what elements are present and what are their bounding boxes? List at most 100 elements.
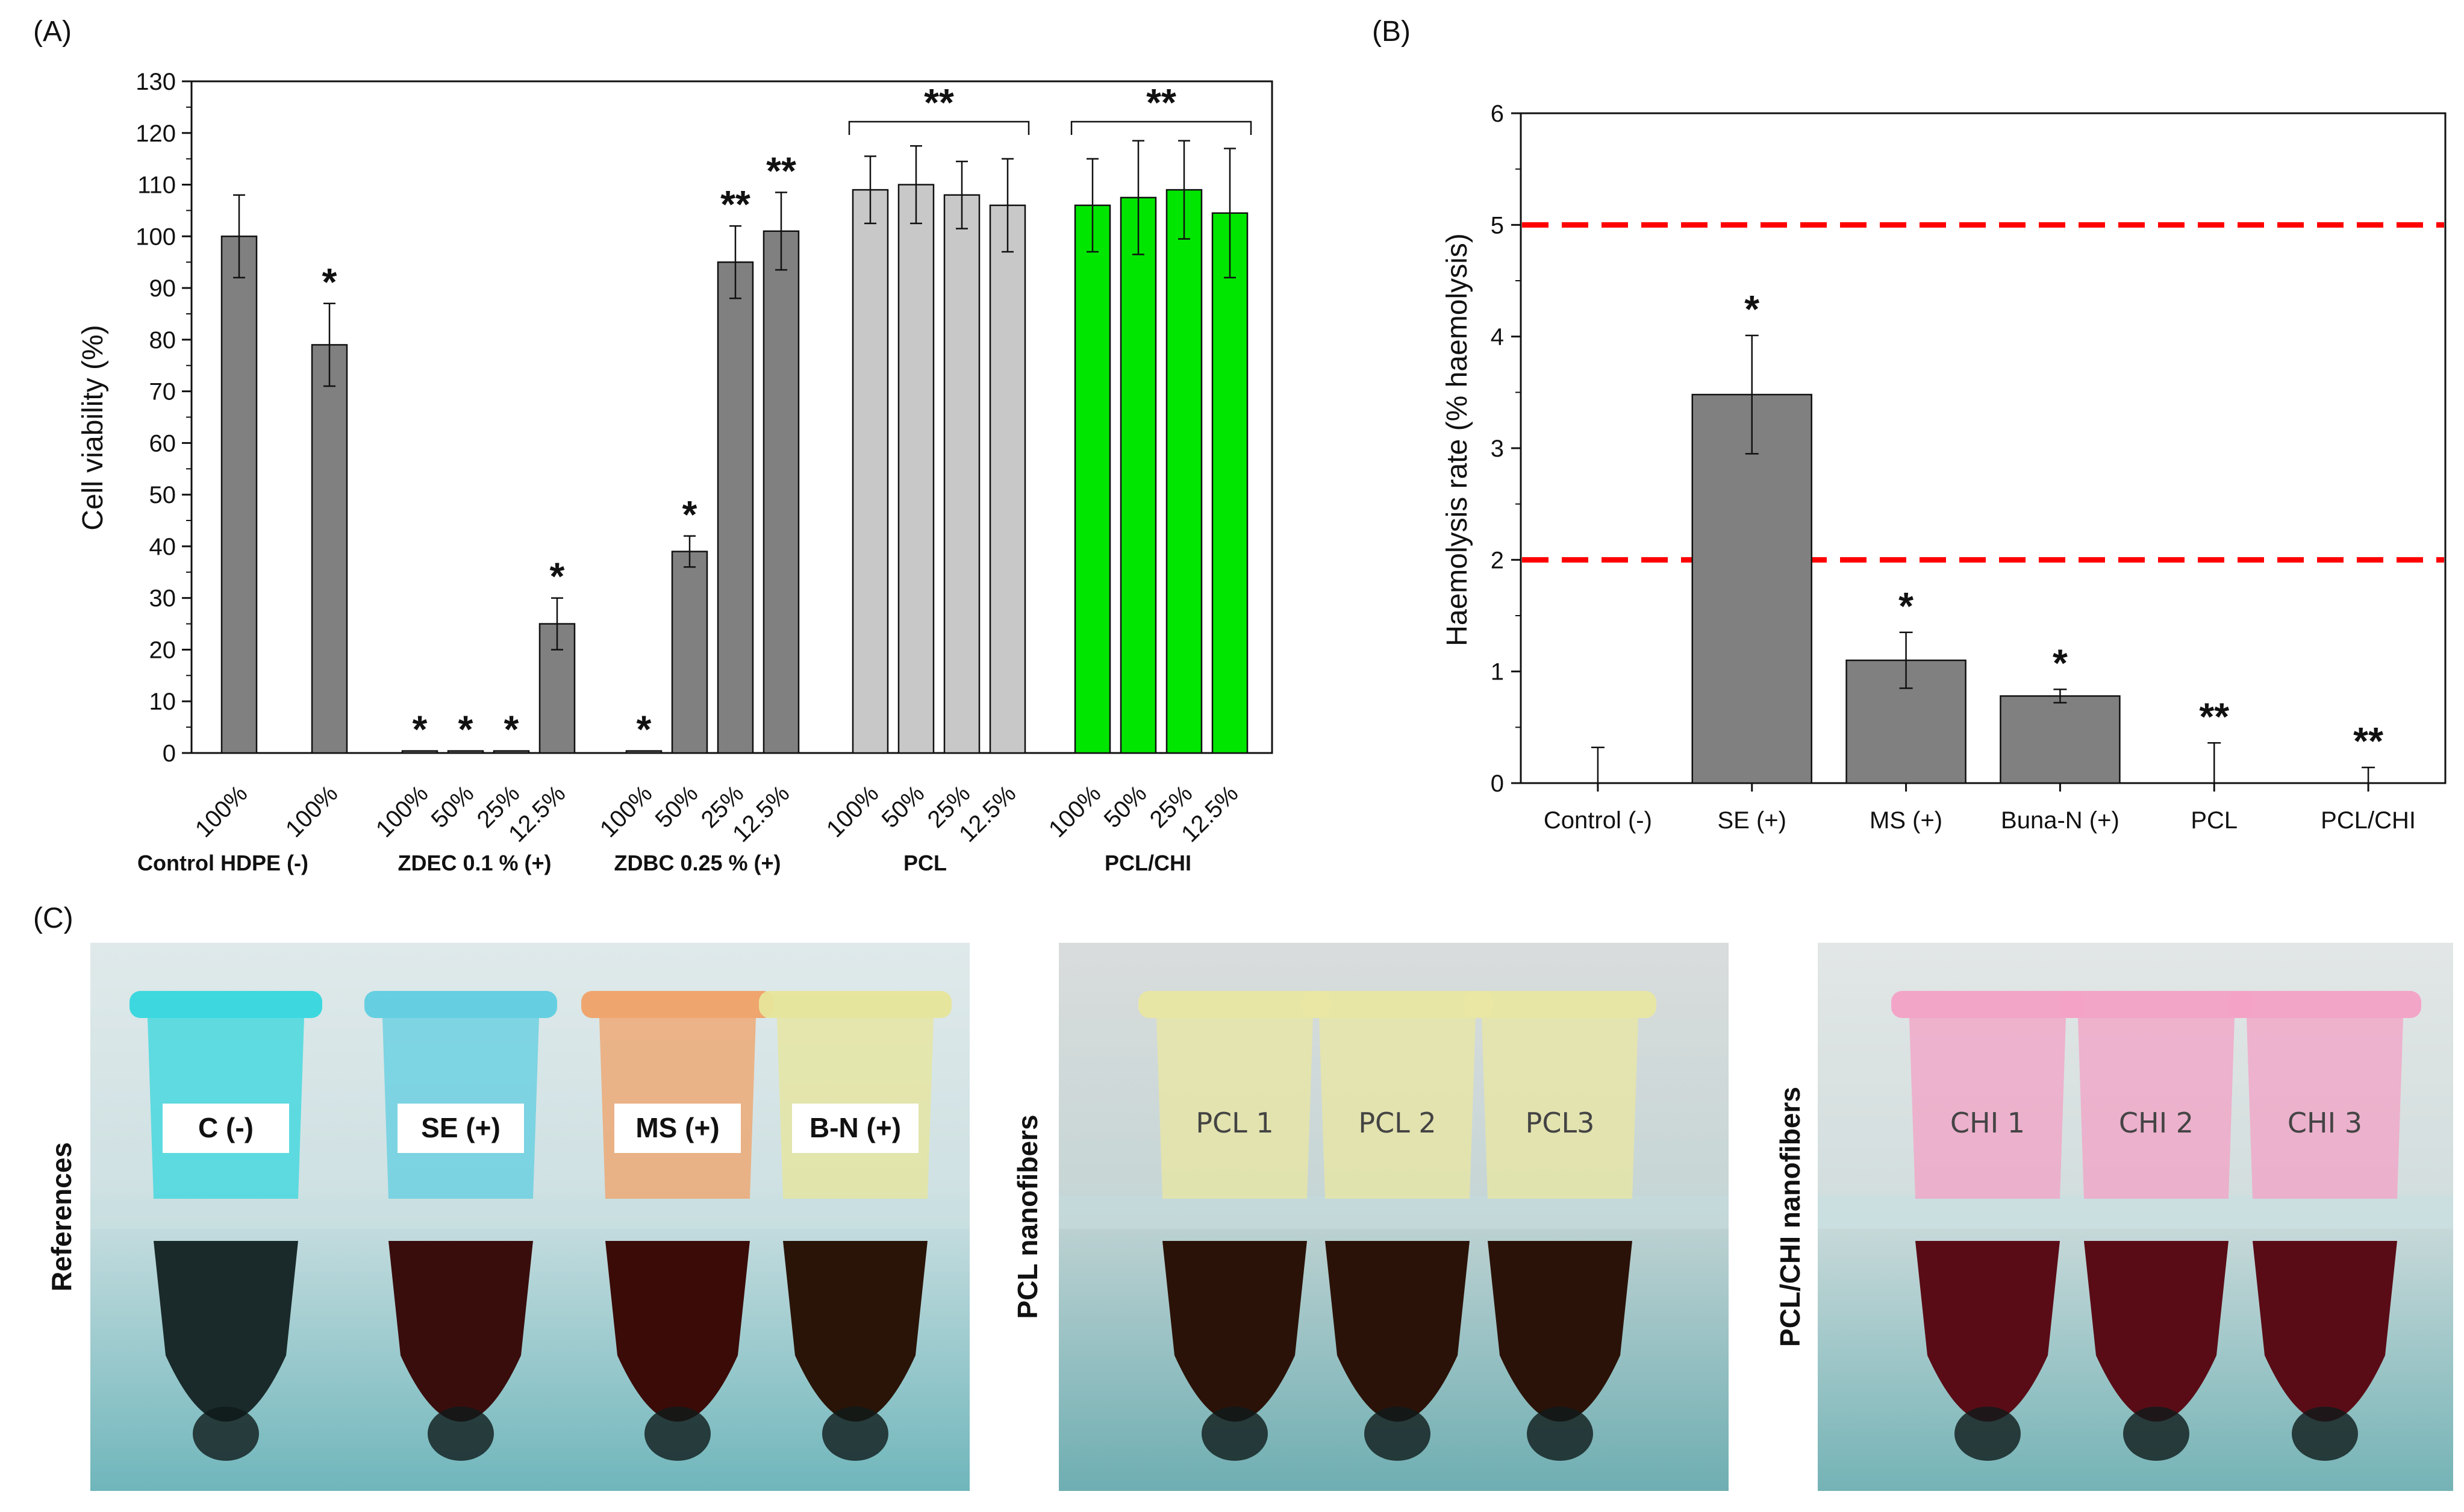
x-tick-label: 100% xyxy=(595,780,657,842)
tube-label: B-N (+) xyxy=(809,1112,901,1143)
photo-pcl-nanofibers: PCL 1 PCL 2 PCL3 xyxy=(1059,943,1729,1491)
y-tick-label: 6 xyxy=(1491,101,1504,127)
bar xyxy=(401,750,438,754)
tube: PCL 1 xyxy=(1138,991,1331,1461)
bar xyxy=(1165,189,1203,754)
y-tick-label: 30 xyxy=(149,586,176,612)
panel-label-b: (B) xyxy=(1372,16,1411,48)
tube: C (-) xyxy=(129,991,322,1461)
tube-handwritten-label: CHI 1 xyxy=(1950,1107,2025,1139)
y-tick-label: 40 xyxy=(149,534,176,560)
photo-references: C (-) SE (+) MS (+) B-N (+) xyxy=(90,943,970,1491)
rack-shelf xyxy=(90,1196,970,1229)
x-tick-label: Control (-) xyxy=(1544,807,1652,834)
y-tick-label: 110 xyxy=(137,172,176,199)
bar xyxy=(311,344,348,754)
significance-bracket xyxy=(848,120,1030,135)
tube-cap-lid xyxy=(2229,991,2421,1018)
tube-label-box xyxy=(614,1104,741,1153)
bracket-significance-marker: ** xyxy=(1146,81,1176,124)
tube: CHI 3 xyxy=(2229,991,2421,1461)
tube-label-box xyxy=(792,1104,919,1153)
bar xyxy=(763,230,800,754)
tube-handwritten-label: PCL 2 xyxy=(1358,1107,1436,1139)
bar xyxy=(1691,393,1812,784)
tube-sediment xyxy=(1364,1407,1430,1461)
x-tick-label: PCL/CHI xyxy=(2321,807,2416,834)
cell-viability-chart: Cell viability (%) 0 10 20 30 40 50 60 70 80 90 10… xyxy=(77,69,1273,875)
x-tick-label: 100% xyxy=(190,780,252,842)
y-tick-label: 0 xyxy=(163,740,176,767)
group-label: ZDEC 0.1 % (+) xyxy=(398,851,551,875)
tube-blood xyxy=(154,1241,298,1422)
tube-cap-lid xyxy=(2060,991,2253,1018)
x-tick-label: Buna-N (+) xyxy=(2001,807,2119,834)
photo-label-pcl: PCL nanofibers xyxy=(1012,1114,1043,1319)
tube-blood xyxy=(2084,1241,2229,1422)
y-tick-label: 4 xyxy=(1491,324,1504,351)
chart-b-plot-frame xyxy=(1520,112,2447,784)
bracket-significance-marker: ** xyxy=(924,81,954,124)
y-tick-label: 20 xyxy=(149,637,176,663)
significance-marker: * xyxy=(682,493,697,536)
rack-shelf xyxy=(1818,1196,2453,1229)
bar xyxy=(943,194,981,754)
bar xyxy=(897,184,935,754)
tube-body-upper xyxy=(2247,1018,2403,1199)
group-label: PCL xyxy=(903,851,947,875)
significance-marker: * xyxy=(504,708,519,751)
y-tick-label: 100 xyxy=(136,223,176,250)
panel-label-c: (C) xyxy=(33,902,73,934)
significance-marker: * xyxy=(322,260,337,304)
significance-marker: * xyxy=(458,708,473,751)
tube-sediment xyxy=(1202,1407,1268,1461)
y-tick-label: 1 xyxy=(1491,659,1504,686)
tube-cap-lid xyxy=(1138,991,1331,1018)
tube-body-upper xyxy=(1319,1018,1476,1199)
bar xyxy=(717,261,754,754)
y-tick-label: 0 xyxy=(1491,770,1504,797)
significance-bracket xyxy=(1070,120,1252,135)
y-tick-label: 2 xyxy=(1491,547,1504,573)
tube-label: C (-) xyxy=(198,1112,254,1143)
tube-cap-lid xyxy=(581,991,774,1018)
x-tick-label: 50% xyxy=(650,780,703,833)
tube-blood xyxy=(783,1241,928,1422)
tube-cap-lid xyxy=(129,991,322,1018)
group-label: Control HDPE (-) xyxy=(137,851,308,875)
significance-marker: * xyxy=(637,708,652,751)
y-tick-label: 70 xyxy=(149,379,176,405)
x-tick-label: 50% xyxy=(877,780,930,833)
tube: CHI 1 xyxy=(1891,991,2084,1461)
group-label: PCL/CHI xyxy=(1105,851,1191,875)
bar xyxy=(538,623,576,754)
y-tick-label: 60 xyxy=(149,430,176,457)
tube-label-box xyxy=(163,1104,289,1153)
tube-label: MS (+) xyxy=(635,1112,719,1143)
bar xyxy=(220,236,258,754)
tube-blood xyxy=(1162,1241,1307,1422)
y-tick-label: 130 xyxy=(136,69,176,95)
tube-blood xyxy=(1325,1241,1470,1422)
x-tick-label: 50% xyxy=(1099,780,1152,833)
x-tick-label: 100% xyxy=(371,780,433,842)
bar xyxy=(447,750,484,754)
tube-body-upper xyxy=(1909,1018,2066,1199)
tube: SE (+) xyxy=(364,991,557,1461)
y-tick-label: 10 xyxy=(149,689,176,715)
bar xyxy=(671,551,708,754)
y-tick-label: 5 xyxy=(1491,212,1504,239)
tube: MS (+) xyxy=(581,991,774,1461)
significance-marker: * xyxy=(1898,584,1913,628)
significance-marker: ** xyxy=(2353,719,2383,763)
y-tick-label: 3 xyxy=(1491,436,1504,462)
tube-body-upper xyxy=(1482,1018,1638,1199)
x-tick-label: 100% xyxy=(281,780,343,842)
significance-marker: ** xyxy=(720,183,750,226)
tube-sediment xyxy=(2292,1407,2358,1461)
x-tick-label: 100% xyxy=(822,780,884,842)
chart-a-ylabel: Cell viability (%) xyxy=(77,325,109,530)
tube: PCL3 xyxy=(1464,991,1656,1461)
bar xyxy=(625,750,663,754)
panel-label-a: (A) xyxy=(33,16,72,48)
